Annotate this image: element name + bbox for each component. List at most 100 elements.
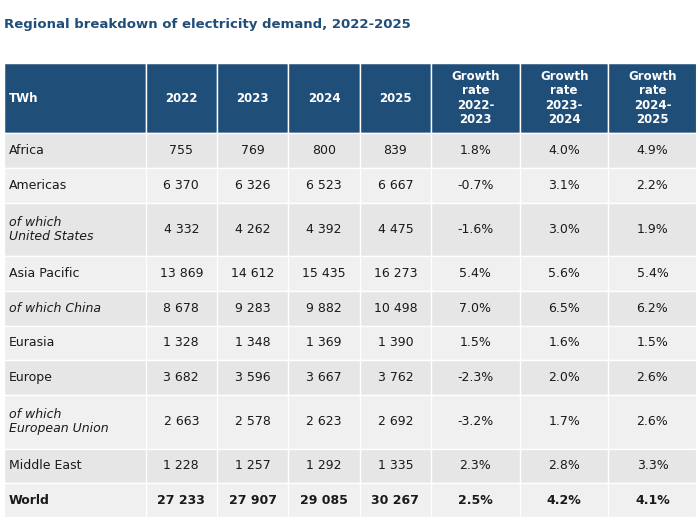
Text: 3 596: 3 596 xyxy=(234,371,270,384)
Bar xyxy=(608,63,696,133)
Text: 800: 800 xyxy=(312,144,336,157)
Text: 4 392: 4 392 xyxy=(307,223,342,236)
Text: 9 882: 9 882 xyxy=(306,302,342,315)
Text: 2 692: 2 692 xyxy=(377,415,413,428)
Text: 2 663: 2 663 xyxy=(164,415,199,428)
Text: 4 262: 4 262 xyxy=(235,223,270,236)
Text: 5.4%: 5.4% xyxy=(636,267,668,280)
Text: 3.1%: 3.1% xyxy=(548,179,580,192)
Bar xyxy=(431,63,520,133)
Text: 1 292: 1 292 xyxy=(307,459,342,472)
Text: 1.7%: 1.7% xyxy=(548,415,580,428)
Bar xyxy=(217,63,288,133)
Text: -3.2%: -3.2% xyxy=(457,415,494,428)
Text: 27 907: 27 907 xyxy=(229,494,276,507)
Text: 29 085: 29 085 xyxy=(300,494,348,507)
Text: 3 682: 3 682 xyxy=(163,371,199,384)
Text: 16 273: 16 273 xyxy=(374,267,417,280)
Text: 5.4%: 5.4% xyxy=(459,267,491,280)
Text: Americas: Americas xyxy=(9,179,67,192)
Text: 2024: 2024 xyxy=(308,92,340,105)
Text: 7.0%: 7.0% xyxy=(459,302,491,315)
Text: 4.1%: 4.1% xyxy=(635,494,670,507)
Text: 1 348: 1 348 xyxy=(234,336,270,349)
Text: Growth
rate
2022-
2023: Growth rate 2022- 2023 xyxy=(452,70,500,127)
Text: Growth
rate
2024-
2025: Growth rate 2024- 2025 xyxy=(628,70,677,127)
Text: Africa: Africa xyxy=(9,144,45,157)
Bar xyxy=(520,63,608,133)
Text: 10 498: 10 498 xyxy=(374,302,417,315)
Text: 4 475: 4 475 xyxy=(377,223,413,236)
Text: Middle East: Middle East xyxy=(9,459,82,472)
Text: 2022: 2022 xyxy=(165,92,197,105)
Text: Asia Pacific: Asia Pacific xyxy=(9,267,80,280)
Text: 6 326: 6 326 xyxy=(235,179,270,192)
Text: of which
European Union: of which European Union xyxy=(9,408,108,436)
Text: 2.8%: 2.8% xyxy=(548,459,580,472)
Text: 2 623: 2 623 xyxy=(307,415,342,428)
Text: Growth
rate
2023-
2024: Growth rate 2023- 2024 xyxy=(540,70,589,127)
Text: 1.8%: 1.8% xyxy=(459,144,491,157)
Text: 1.6%: 1.6% xyxy=(548,336,580,349)
Text: -2.3%: -2.3% xyxy=(457,371,494,384)
Bar xyxy=(4,291,696,325)
Text: 4.0%: 4.0% xyxy=(548,144,580,157)
Bar xyxy=(4,63,146,133)
Text: 2.6%: 2.6% xyxy=(636,371,668,384)
Text: 2.6%: 2.6% xyxy=(636,415,668,428)
Text: TWh: TWh xyxy=(9,92,38,105)
Text: 1.5%: 1.5% xyxy=(636,336,668,349)
Text: 839: 839 xyxy=(384,144,407,157)
Text: Regional breakdown of electricity demand, 2022-2025: Regional breakdown of electricity demand… xyxy=(4,18,410,31)
Bar xyxy=(4,325,696,360)
Text: 1 257: 1 257 xyxy=(234,459,270,472)
Text: 13 869: 13 869 xyxy=(160,267,203,280)
Text: 2.3%: 2.3% xyxy=(460,459,491,472)
Bar xyxy=(4,395,696,449)
Bar xyxy=(146,63,217,133)
Text: 8 678: 8 678 xyxy=(163,302,200,315)
Text: 1.5%: 1.5% xyxy=(459,336,491,349)
Text: 4 332: 4 332 xyxy=(164,223,199,236)
Text: of which China: of which China xyxy=(9,302,101,315)
Text: 755: 755 xyxy=(169,144,193,157)
Text: 6 370: 6 370 xyxy=(163,179,199,192)
Text: World: World xyxy=(9,494,50,507)
Bar xyxy=(288,63,360,133)
Text: 769: 769 xyxy=(241,144,265,157)
Text: 1 328: 1 328 xyxy=(163,336,199,349)
Text: 2.2%: 2.2% xyxy=(636,179,668,192)
Text: 6.5%: 6.5% xyxy=(548,302,580,315)
Text: 1 335: 1 335 xyxy=(377,459,413,472)
Text: 1 390: 1 390 xyxy=(377,336,413,349)
Text: 3 762: 3 762 xyxy=(377,371,413,384)
Text: 15 435: 15 435 xyxy=(302,267,346,280)
Text: 27 233: 27 233 xyxy=(158,494,205,507)
Text: 3.0%: 3.0% xyxy=(548,223,580,236)
Text: 5.6%: 5.6% xyxy=(548,267,580,280)
Text: 6 523: 6 523 xyxy=(306,179,342,192)
Bar xyxy=(4,133,696,168)
Text: 14 612: 14 612 xyxy=(231,267,274,280)
Text: -0.7%: -0.7% xyxy=(457,179,494,192)
Text: Europe: Europe xyxy=(9,371,53,384)
Text: 2 578: 2 578 xyxy=(234,415,271,428)
Text: 2.0%: 2.0% xyxy=(548,371,580,384)
Text: 1.9%: 1.9% xyxy=(636,223,668,236)
Text: 2023: 2023 xyxy=(237,92,269,105)
Bar xyxy=(4,168,696,202)
Text: 2025: 2025 xyxy=(379,92,412,105)
Text: 9 283: 9 283 xyxy=(234,302,270,315)
Bar xyxy=(4,256,696,291)
Text: 4.9%: 4.9% xyxy=(636,144,668,157)
Text: of which
United States: of which United States xyxy=(9,215,94,243)
Text: -1.6%: -1.6% xyxy=(457,223,494,236)
Text: 4.2%: 4.2% xyxy=(547,494,582,507)
Text: 30 267: 30 267 xyxy=(372,494,419,507)
Bar xyxy=(4,360,696,395)
Text: 2.5%: 2.5% xyxy=(458,494,493,507)
Text: 6 667: 6 667 xyxy=(377,179,413,192)
Bar xyxy=(4,63,696,518)
Text: 6.2%: 6.2% xyxy=(636,302,668,315)
Bar xyxy=(4,449,696,483)
